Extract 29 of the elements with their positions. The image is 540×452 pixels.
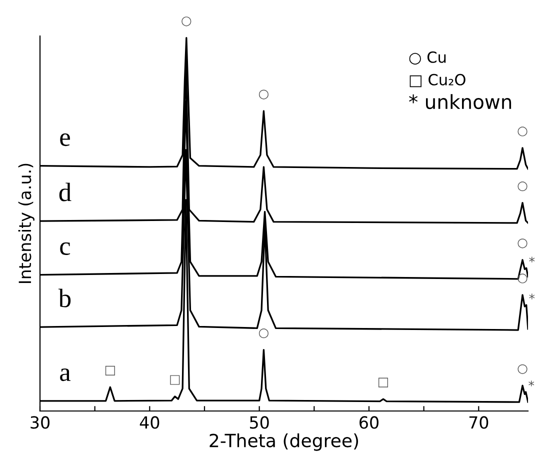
annotation: ○ [518,238,528,248]
series-label: e [60,133,70,146]
annotation: □ [170,375,180,385]
annotation: □ [105,366,115,376]
annotation: * [529,294,535,300]
annotation: ○ [258,328,268,338]
annotation: □ Cu₂O [410,74,466,88]
x-tick-label: 60 [360,416,378,429]
annotation: * unknown [409,94,512,110]
x-tick-label: 50 [250,416,269,429]
x-tick-label: 30 [30,416,50,429]
x-axis-title: 2-Theta (degree) [210,433,358,451]
series-label: b [58,288,71,308]
annotation: * [529,256,535,262]
annotation: ○ [182,16,192,26]
series-label: c [60,242,70,256]
x-tick-label: 40 [140,416,160,429]
y-axis-title: Intensity (a.u.) [18,164,34,283]
x-tick-label: 70 [469,416,488,429]
annotation: ○ [518,126,528,136]
annotation: ○ Cu [409,51,446,65]
annotation: ○ [518,364,528,374]
annotation: ○ [518,274,528,284]
annotation: ○ [518,182,528,192]
series-label: a [60,368,70,382]
annotation: □ [378,378,388,388]
annotation: ○ [258,90,268,100]
series-label: d [59,182,72,202]
annotation: * [528,380,534,386]
